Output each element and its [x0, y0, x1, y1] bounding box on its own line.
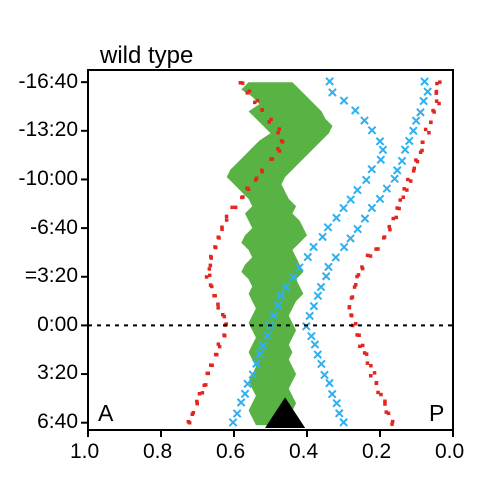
chart-container: { "layout": { "plot": { "left": 88, "top…: [0, 0, 500, 500]
y-tick-label: 3:20: [37, 361, 78, 385]
corner-label-a: A: [98, 400, 113, 427]
y-tick-label: 0:00: [37, 313, 78, 337]
x-tick-label: 1.0: [70, 440, 99, 464]
y-tick-label: -10:00: [18, 167, 78, 191]
x-tick-label: 0.6: [216, 440, 245, 464]
y-tick-label: -6:40: [30, 216, 78, 240]
x-tick-label: 0.4: [289, 440, 318, 464]
y-tick-label: =3:20: [25, 264, 78, 288]
x-tick-label: 0.2: [362, 440, 391, 464]
y-tick-label: -13:20: [18, 118, 78, 142]
x-tick-label: 0.8: [143, 440, 172, 464]
corner-label-p: P: [429, 400, 444, 427]
red-right: [348, 80, 442, 426]
x-tick-label: 0.0: [435, 440, 464, 464]
y-tick-label: -16:40: [18, 70, 78, 94]
y-tick-label: 6:40: [37, 410, 78, 434]
